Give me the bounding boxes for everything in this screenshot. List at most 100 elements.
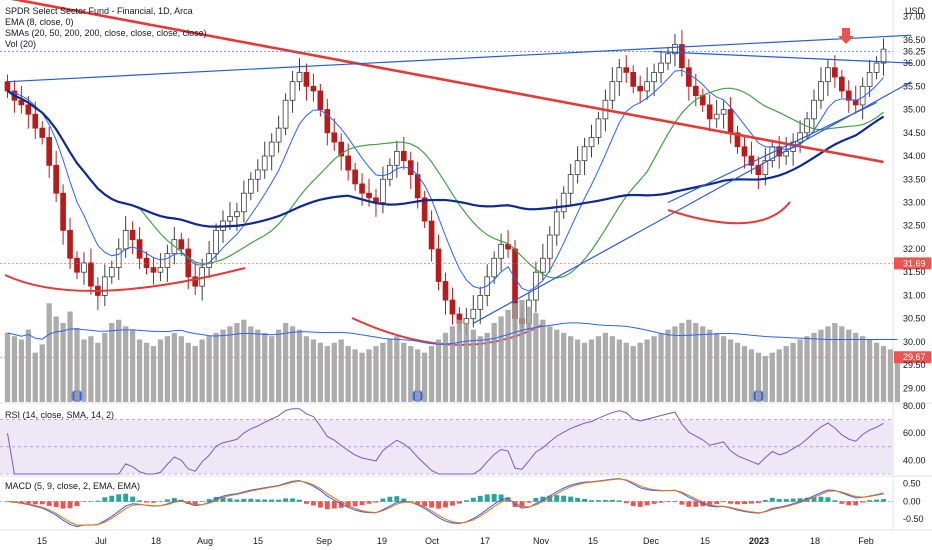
candle[interactable]	[213, 229, 219, 255]
candle[interactable]	[665, 53, 671, 64]
candle[interactable]	[588, 137, 595, 148]
candle[interactable]	[25, 104, 32, 115]
candle[interactable]	[442, 281, 449, 301]
sma200-line[interactable]	[7, 0, 884, 164]
candle[interactable]	[227, 216, 233, 222]
candle[interactable]	[470, 308, 477, 320]
candle[interactable]	[762, 160, 769, 176]
candle[interactable]	[122, 229, 129, 250]
candle[interactable]	[421, 197, 428, 222]
candle[interactable]	[616, 67, 623, 83]
candle[interactable]	[477, 295, 484, 310]
candle[interactable]	[748, 155, 755, 166]
candle[interactable]	[352, 169, 358, 185]
candle[interactable]	[658, 62, 664, 73]
candle[interactable]	[852, 99, 859, 106]
candle[interactable]	[734, 132, 741, 148]
candle[interactable]	[825, 67, 831, 83]
candle[interactable]	[74, 257, 80, 273]
candle[interactable]	[741, 146, 748, 157]
candle[interactable]	[713, 113, 720, 120]
candle[interactable]	[560, 192, 567, 213]
candle[interactable]	[672, 44, 678, 55]
candle[interactable]	[366, 192, 372, 199]
candle[interactable]	[60, 192, 66, 231]
price-axis[interactable]: 36.25 31.69 29.67 37.00 36.50 36.00 35.50 35.00…	[894, 12, 931, 524]
candle[interactable]	[88, 262, 94, 287]
candle[interactable]	[115, 248, 122, 268]
trendline-mid[interactable]	[654, 50, 912, 64]
candle[interactable]	[498, 243, 504, 259]
candle[interactable]	[18, 99, 25, 106]
candle[interactable]	[686, 67, 692, 87]
rsi-line[interactable]	[6, 408, 884, 475]
candle[interactable]	[706, 104, 713, 120]
candle[interactable]	[261, 155, 268, 171]
candle[interactable]	[67, 229, 73, 259]
candle[interactable]	[46, 137, 53, 166]
trendline-dec-support[interactable]	[667, 102, 877, 204]
trendline-upper[interactable]	[7, 34, 912, 83]
candle[interactable]	[247, 178, 254, 194]
candle[interactable]	[53, 164, 59, 194]
candle[interactable]	[609, 81, 616, 101]
sma20-line[interactable]	[7, 87, 884, 279]
smas-legend[interactable]: SMAs (20, 50, 200, 200, close, close, cl…	[5, 28, 207, 38]
candle[interactable]	[393, 150, 400, 166]
candle[interactable]	[32, 113, 39, 129]
candle[interactable]	[838, 76, 845, 92]
candle[interactable]	[241, 192, 247, 213]
candle[interactable]	[185, 248, 192, 278]
rsi-legend[interactable]: RSI (14, close, SMA, 14, 2)	[5, 410, 114, 420]
candle[interactable]	[296, 71, 303, 83]
candle[interactable]	[435, 248, 442, 282]
candle[interactable]	[400, 150, 407, 162]
candle[interactable]	[574, 160, 581, 176]
rsi-panel[interactable]	[0, 408, 893, 475]
candle[interactable]	[143, 257, 150, 268]
signal-line[interactable]	[7, 478, 884, 526]
candle[interactable]	[595, 118, 602, 138]
candle[interactable]	[651, 71, 657, 83]
candle[interactable]	[567, 174, 574, 194]
candle[interactable]	[254, 169, 261, 180]
candle[interactable]	[338, 141, 345, 157]
candle[interactable]	[317, 90, 324, 110]
candle[interactable]	[359, 183, 365, 194]
candle[interactable]	[540, 257, 546, 273]
candle[interactable]	[832, 67, 838, 78]
candle[interactable]	[630, 71, 637, 87]
candle[interactable]	[101, 276, 108, 296]
vol-legend[interactable]: Vol (20)	[5, 39, 36, 49]
candle[interactable]	[818, 81, 824, 101]
candle[interactable]	[637, 85, 644, 92]
candle[interactable]	[692, 85, 699, 97]
candle[interactable]	[129, 229, 136, 241]
candle[interactable]	[463, 318, 470, 324]
candle[interactable]	[303, 71, 310, 87]
candle[interactable]	[331, 132, 338, 143]
candle[interactable]	[234, 211, 240, 217]
candle[interactable]	[727, 109, 734, 134]
candle[interactable]	[546, 234, 553, 259]
candle[interactable]	[275, 127, 282, 143]
candle[interactable]	[755, 164, 762, 176]
candle[interactable]	[150, 267, 157, 273]
candle[interactable]	[776, 146, 783, 157]
candle[interactable]	[289, 81, 296, 101]
time-axis[interactable]: 15 Jul 18 Aug 15 Sep 19 Oct 17 Nov 15 Dec 15 2023 18 Fe…	[37, 536, 874, 546]
candle[interactable]	[39, 127, 46, 138]
candle[interactable]	[866, 71, 873, 87]
candle[interactable]	[679, 44, 685, 69]
ema-legend[interactable]: EMA (8, close, 0)	[5, 17, 74, 27]
candle[interactable]	[644, 81, 650, 92]
candle[interactable]	[108, 267, 115, 278]
sma50-line[interactable]	[6, 90, 885, 228]
candle[interactable]	[380, 178, 386, 203]
candle[interactable]	[164, 253, 171, 268]
candle[interactable]	[845, 90, 852, 101]
candle[interactable]	[192, 276, 199, 287]
candle[interactable]	[178, 239, 185, 250]
candle[interactable]	[324, 109, 331, 134]
